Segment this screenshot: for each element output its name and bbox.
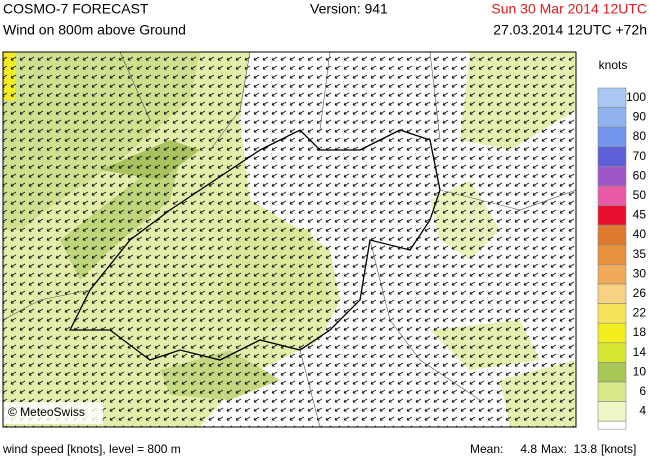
legend-swatch — [597, 185, 627, 206]
legend-swatch — [597, 401, 627, 422]
legend-label: 35 — [633, 247, 647, 261]
legend-label: 90 — [633, 110, 647, 124]
legend-swatch — [597, 342, 627, 363]
legend-swatch — [597, 283, 627, 304]
legend-label: 6 — [639, 384, 646, 398]
border — [68, 129, 441, 361]
legend-label: 14 — [633, 345, 647, 359]
legend-label: 70 — [633, 149, 647, 163]
legend-label: 80 — [633, 129, 647, 143]
mean-label: Mean: — [470, 442, 503, 456]
max-value: 13.8 — [574, 442, 598, 456]
legend-swatch — [597, 381, 627, 402]
version: Version: 941 — [310, 1, 388, 17]
wind-arrows — [3, 52, 576, 427]
run-time: 27.03.2014 12UTC +72h — [493, 22, 647, 38]
legend-swatch — [597, 303, 627, 324]
legend-label: 30 — [633, 266, 647, 280]
legend-label: 40 — [633, 227, 647, 241]
legend-label: 45 — [633, 208, 647, 222]
legend-swatch — [597, 322, 627, 344]
subtitle: Wind on 800m above Ground — [3, 22, 186, 38]
legend-swatch — [597, 362, 627, 383]
footer-description: wind speed [knots], level = 800 m — [2, 442, 181, 456]
legend-swatch — [597, 166, 627, 187]
legend-label: 4 — [639, 404, 646, 418]
legend-swatch — [597, 87, 627, 108]
legend-label: 26 — [633, 286, 647, 300]
legend-label: 60 — [633, 168, 647, 182]
legend-swatch — [597, 420, 627, 430]
mean-value: 4.8 — [520, 442, 537, 456]
legend-swatch — [597, 264, 627, 285]
legend-unit: knots — [599, 58, 628, 72]
valid-time: Sun 30 Mar 2014 12UTC — [491, 1, 647, 17]
legend-swatch — [597, 205, 627, 226]
legend-swatch — [597, 146, 627, 167]
legend-label: 10 — [633, 364, 647, 378]
legend-swatch — [597, 107, 627, 128]
legend-swatch — [597, 224, 627, 246]
copyright: © MeteoSwiss — [8, 405, 85, 419]
legend-label: 100 — [626, 90, 646, 104]
title: COSMO-7 FORECAST — [3, 1, 149, 17]
legend-swatch — [597, 244, 627, 265]
legend-label: 18 — [633, 325, 647, 339]
legend-label: 22 — [633, 306, 647, 320]
legend-swatch — [597, 126, 627, 148]
map: © MeteoSwiss — [3, 52, 576, 427]
map-frame — [2, 51, 577, 428]
legend: 100 90 80 70 60 50 45 40 35 30 26 22 18 14 10 6 4 — [597, 87, 647, 430]
copyright-bg — [3, 402, 103, 424]
unit: [knots] — [601, 442, 636, 456]
region-lines — [3, 52, 576, 427]
max-label: Max: — [541, 442, 567, 456]
legend-label: 50 — [633, 188, 647, 202]
